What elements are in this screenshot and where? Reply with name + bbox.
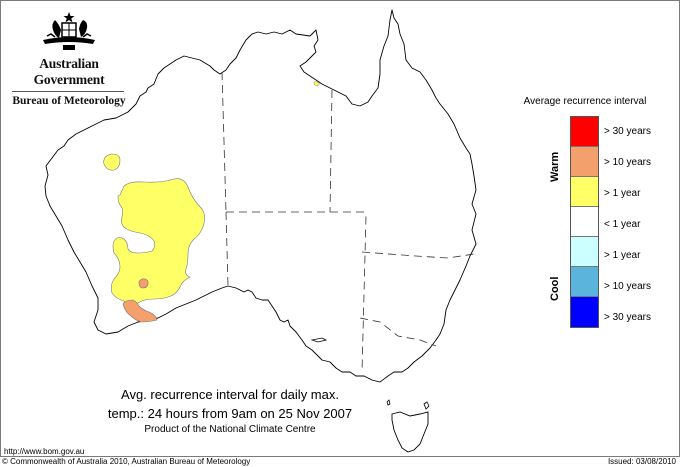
legend-warm-label: Warm xyxy=(549,151,561,182)
bom-logo: Australian Government Bureau of Meteorol… xyxy=(8,10,130,107)
legend-label-cool-1yr: > 1 year xyxy=(604,250,641,261)
legend-label-normal: < 1 year xyxy=(604,219,641,230)
bom-url-link[interactable]: http://www.bom.gov.au xyxy=(4,447,85,456)
legend-label-warm-10yr: > 10 years xyxy=(604,157,651,168)
island-kangaroo xyxy=(310,337,328,343)
tasmania-coastline xyxy=(391,411,429,453)
agency-title: Bureau of Meteorology xyxy=(12,95,126,107)
region-gt-10yr-south xyxy=(122,299,158,323)
caption-line-2: temp.: 24 hours from 9am on 25 Nov 2007 xyxy=(107,406,353,421)
legend-cool-label: Cool xyxy=(549,276,561,301)
legend-title: Average recurrence interval xyxy=(523,96,647,107)
legend-swatch-cool-30yr xyxy=(571,297,598,327)
legend-swatch-warm-30yr xyxy=(571,117,598,147)
logo-divider xyxy=(12,91,124,92)
legend-swatch-cool-1yr xyxy=(571,237,598,267)
issued-date: Issued: 03/08/2010 xyxy=(607,457,676,466)
state-borders xyxy=(221,71,475,373)
legend-swatch-warm-1yr xyxy=(571,177,598,207)
copyright-text: © Commonwealth of Australia 2010, Austra… xyxy=(2,457,251,466)
legend-swatch-cool-10yr xyxy=(571,267,598,297)
legend-swatch-normal xyxy=(571,207,598,237)
region-gt-10yr-small xyxy=(138,278,149,289)
legend-label-cool-10yr: > 10 years xyxy=(604,281,651,292)
legend-color-bar xyxy=(570,116,599,328)
region-gt-1yr-main xyxy=(111,178,205,305)
government-title: Australian Government xyxy=(33,56,105,87)
legend-swatch-warm-10yr xyxy=(571,147,598,177)
island-flinders xyxy=(423,401,430,410)
legend-label-warm-30yr: > 30 years xyxy=(604,126,651,137)
caption-line-3: Product of the National Climate Centre xyxy=(144,424,316,435)
mainland-coastline xyxy=(44,9,477,383)
region-gt-1yr-north-blob xyxy=(103,153,121,171)
legend-label-warm-1yr: > 1 year xyxy=(604,188,641,199)
caption-line-1: Avg. recurrence interval for daily max. xyxy=(121,387,339,402)
island-king xyxy=(386,399,391,406)
legend-label-cool-30yr: > 30 years xyxy=(604,312,651,323)
map-caption: Avg. recurrence interval for daily max. … xyxy=(100,385,360,437)
region-gt-1yr-nt-coast xyxy=(313,81,320,87)
coat-of-arms-icon xyxy=(43,12,95,50)
